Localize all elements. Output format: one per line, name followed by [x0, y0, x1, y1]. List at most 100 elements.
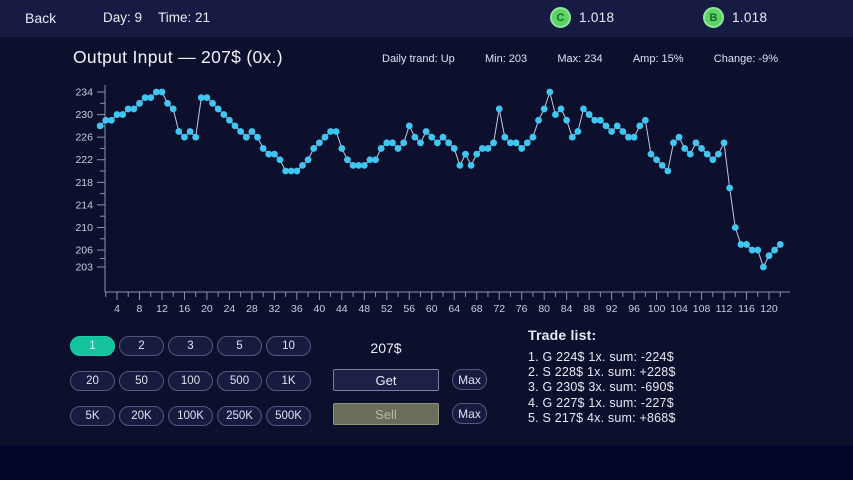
price-point	[574, 128, 582, 135]
price-point	[237, 128, 245, 135]
price-point	[580, 105, 587, 113]
stat-max: Max: 234	[557, 53, 603, 65]
price-point	[405, 122, 413, 130]
price-point	[759, 263, 767, 271]
price-point	[175, 128, 183, 135]
x-tick-label: 24	[224, 303, 236, 315]
quantity-button-100[interactable]: 100	[168, 371, 213, 391]
quantity-button-1k[interactable]: 1K	[266, 371, 311, 391]
price-point	[152, 88, 160, 96]
price-point	[602, 122, 610, 130]
price-point	[585, 111, 593, 118]
price-point	[546, 88, 554, 96]
price-point	[754, 246, 762, 254]
back-button[interactable]: Back	[25, 10, 57, 26]
x-tick-label: 92	[606, 303, 618, 315]
quantity-button-500[interactable]: 500	[217, 371, 262, 391]
price-point	[400, 139, 408, 147]
quantity-button-20k[interactable]: 20K	[119, 406, 164, 426]
price-point	[709, 156, 717, 164]
price-point	[507, 139, 514, 147]
y-tick-label: 203	[75, 262, 93, 274]
price-point	[147, 94, 155, 102]
quantity-button-100k[interactable]: 100K	[168, 406, 213, 426]
quantity-button-20[interactable]: 20	[70, 371, 115, 391]
price-point	[119, 111, 127, 118]
price-point	[282, 167, 290, 175]
x-tick-label: 36	[291, 303, 303, 315]
y-tick-label: 218	[75, 177, 93, 189]
price-point	[242, 133, 250, 141]
price-point	[495, 105, 503, 113]
price-point	[681, 145, 689, 152]
sell-max-button[interactable]: Max	[452, 403, 487, 424]
y-tick-label: 206	[75, 245, 93, 257]
price-point	[653, 156, 660, 164]
quantity-button-10[interactable]: 10	[266, 336, 311, 356]
day-label: Day: 9	[103, 10, 143, 25]
quantity-button-2[interactable]: 2	[119, 336, 164, 356]
price-point	[332, 128, 340, 135]
get-max-button[interactable]: Max	[452, 369, 487, 390]
price-point	[596, 116, 604, 124]
currency-b-value: 1.018	[732, 10, 768, 25]
quantity-button-5k[interactable]: 5K	[70, 406, 115, 426]
quantity-button-50[interactable]: 50	[119, 371, 164, 391]
y-tick-label: 230	[75, 109, 93, 121]
quantity-button-1[interactable]: 1	[70, 336, 115, 356]
price-point	[630, 133, 638, 141]
price-point	[220, 111, 228, 118]
quantity-row: 5K 20K 100K 250K 500K	[70, 406, 311, 426]
price-point	[197, 94, 205, 102]
price-point	[181, 133, 188, 141]
price-point	[473, 150, 481, 158]
price-point	[726, 184, 734, 192]
price-point	[192, 133, 200, 141]
currency-c-value: 1.018	[579, 10, 615, 25]
price-point	[686, 150, 694, 158]
quantity-grid: 1 2 3 5 10 20 50 100 500 1K 5K 20K 100K 250K 500K	[70, 336, 311, 441]
price-point	[776, 241, 784, 248]
price-point	[692, 139, 700, 147]
quantity-button-250k[interactable]: 250K	[217, 406, 262, 426]
price-point	[478, 145, 486, 152]
quantity-button-5[interactable]: 5	[217, 336, 262, 356]
price-point	[102, 116, 110, 124]
x-tick-label: 40	[314, 303, 326, 315]
stat-change: Change: -9%	[713, 53, 778, 65]
quantity-button-3[interactable]: 3	[168, 336, 213, 356]
x-tick-label: 56	[403, 303, 415, 315]
x-tick-label: 28	[246, 303, 258, 315]
price-point	[321, 133, 329, 141]
sell-button[interactable]: Sell	[333, 403, 439, 425]
x-tick-label: 68	[471, 303, 483, 315]
price-point	[394, 145, 402, 152]
get-button[interactable]: Get	[333, 369, 439, 391]
price-point	[315, 139, 323, 147]
price-point	[625, 133, 632, 141]
y-tick-label: 234	[75, 87, 93, 99]
quantity-button-500k[interactable]: 500K	[266, 406, 311, 426]
x-tick-label: 8	[137, 303, 143, 315]
price-point	[512, 139, 520, 147]
price-point	[254, 133, 261, 141]
price-point	[535, 116, 542, 124]
stat-min: Min: 203	[484, 53, 528, 65]
price-point	[552, 111, 559, 118]
x-tick-label: 76	[516, 303, 528, 315]
price-point	[344, 156, 351, 164]
price-point	[276, 156, 284, 164]
price-point	[226, 116, 233, 124]
trade-list-item: 3. G 230$ 3x. sum: -690$	[528, 380, 674, 395]
coin-c-icon: C	[550, 7, 571, 28]
price-point	[664, 167, 672, 175]
price-point	[433, 139, 441, 147]
price-point	[327, 128, 334, 135]
price-point	[270, 150, 278, 158]
price-point	[203, 94, 211, 102]
x-tick-label: 12	[156, 303, 168, 315]
price-point	[411, 133, 419, 141]
x-tick-label: 20	[201, 303, 213, 315]
top-bar: Back Day: 9 Time: 21 C 1.018 B 1.018	[0, 0, 853, 37]
